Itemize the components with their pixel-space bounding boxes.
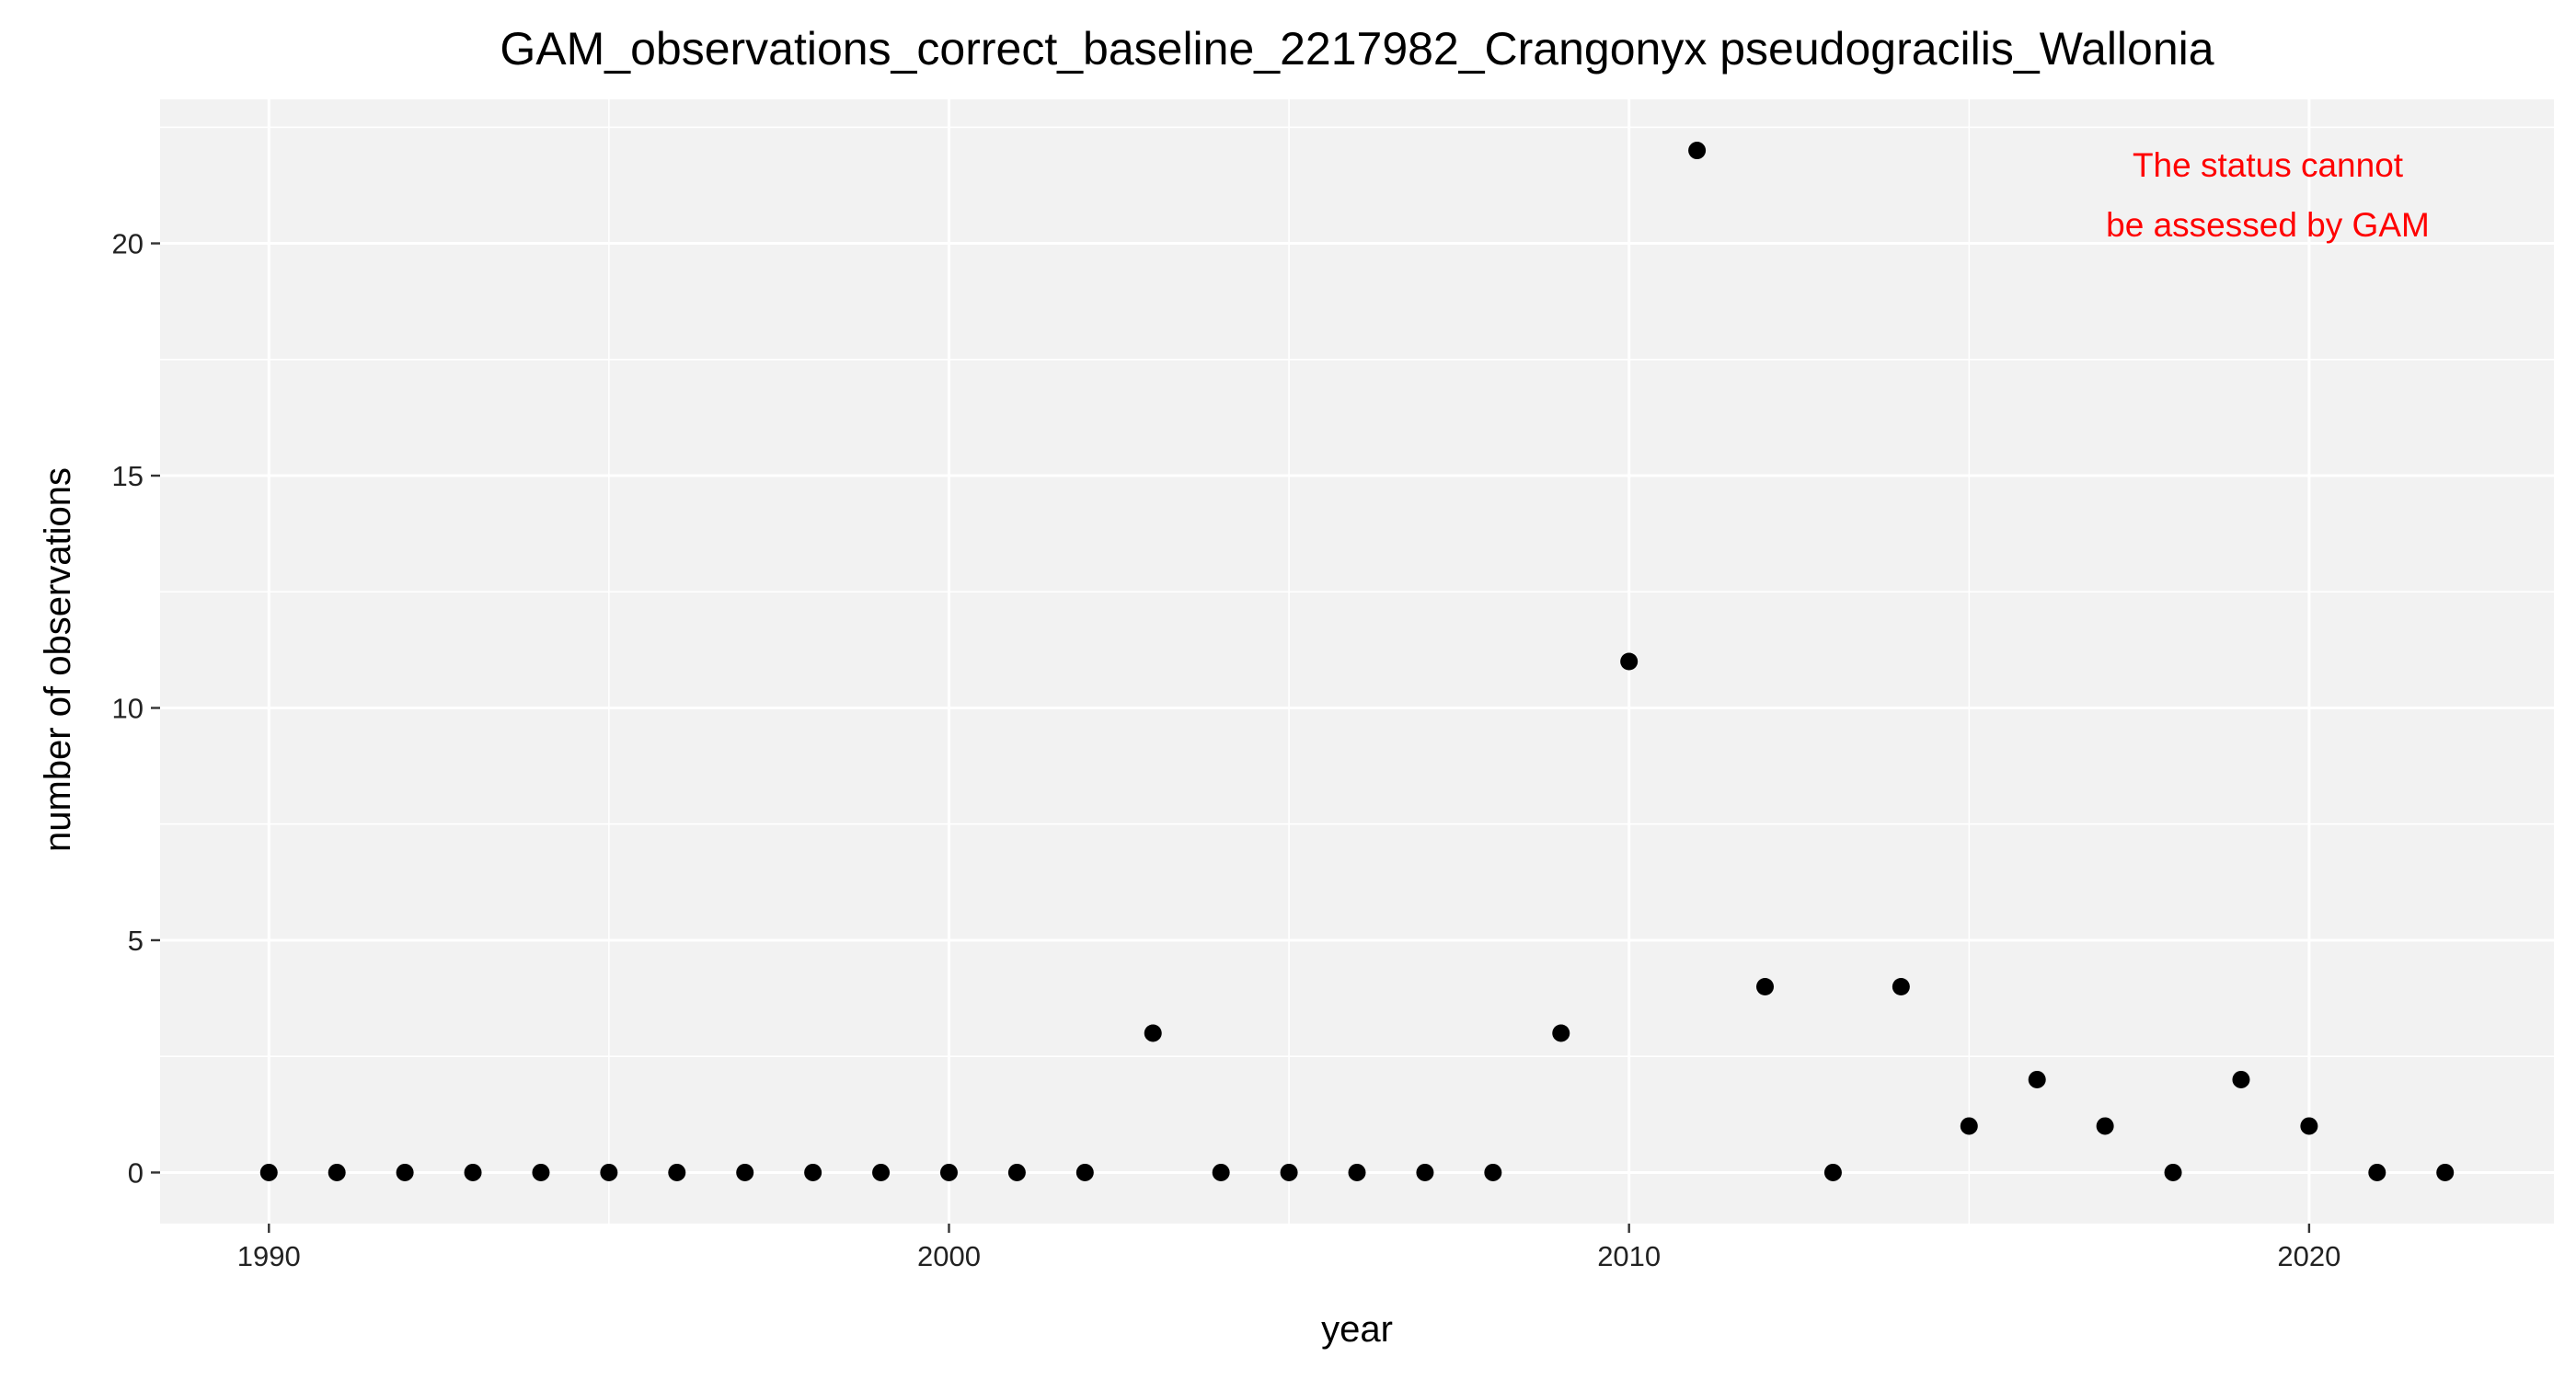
data-point [1552,1024,1570,1042]
x-axis-title: year [1321,1309,1393,1350]
data-point [464,1163,482,1181]
chart-title: GAM_observations_correct_baseline_221798… [500,23,2214,75]
data-point [1348,1163,1366,1181]
data-point [1756,977,1775,995]
data-point [668,1163,686,1181]
y-tick-label: 5 [128,925,144,957]
data-point [2300,1117,2318,1135]
data-point [2436,1163,2455,1181]
y-tick-label: 10 [112,692,144,724]
data-point [532,1163,550,1181]
data-point [939,1163,958,1181]
axis-tick-labels: 1990 2000 2010 2020 0 5 10 15 20 [112,228,2341,1272]
annotation-line-1: The status cannot [2133,146,2404,184]
data-point [2164,1163,2182,1181]
data-point [1144,1024,1162,1042]
data-point [804,1163,822,1181]
x-tick-label: 2020 [2277,1240,2340,1272]
data-point [600,1163,618,1181]
data-point [396,1163,414,1181]
data-point [1212,1163,1230,1181]
y-axis-title: number of observations [38,467,78,852]
data-point [259,1163,278,1181]
data-point [1280,1163,1298,1181]
data-point [2028,1070,2046,1088]
data-points [259,142,2455,1181]
y-tick-label: 0 [128,1156,144,1189]
x-tick-label: 1990 [237,1240,301,1272]
data-point [1484,1163,1502,1181]
data-point [1007,1163,1026,1181]
data-point [736,1163,754,1181]
x-tick-label: 2010 [1597,1240,1661,1272]
data-point [1960,1117,1978,1135]
axis-ticks [151,242,2311,1233]
x-tick-label: 2000 [917,1240,981,1272]
data-point [2232,1070,2250,1088]
data-point [2096,1117,2114,1135]
annotation-line-2: be assessed by GAM [2106,206,2430,244]
minor-gridlines [160,99,2554,1224]
data-point [872,1163,891,1181]
y-tick-label: 15 [112,460,144,492]
data-point [1892,977,1910,995]
plot-panel [160,99,2554,1224]
data-point [1416,1163,1434,1181]
data-point [1075,1163,1094,1181]
data-point [1620,652,1639,671]
data-point [1823,1163,1842,1181]
data-point [328,1163,346,1181]
data-point [1688,142,1707,160]
y-tick-label: 20 [112,228,144,260]
data-point [2368,1163,2386,1181]
